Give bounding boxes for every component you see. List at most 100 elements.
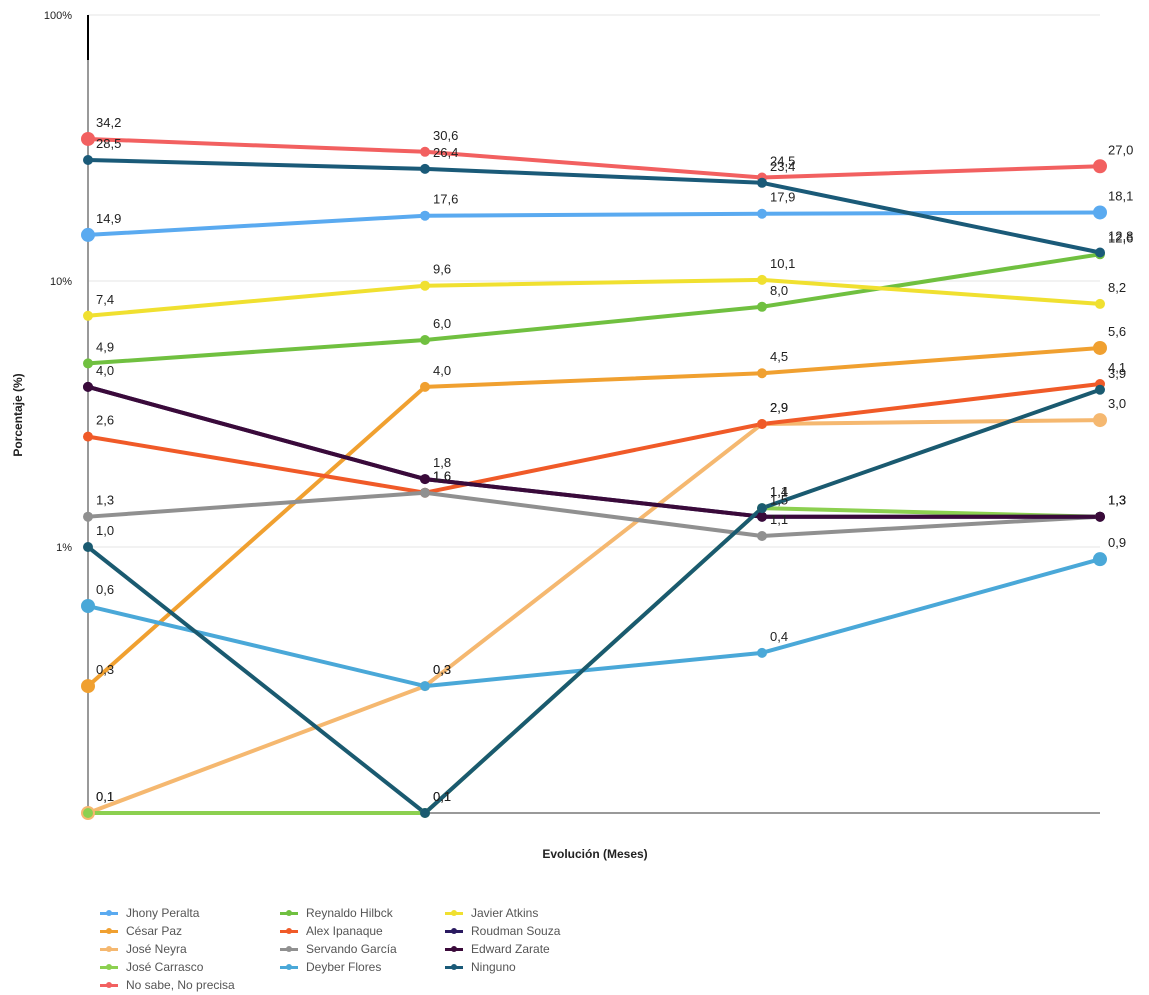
data-point (1095, 247, 1105, 258)
data-label: 0,6 (96, 582, 114, 597)
line-chart: 100% 10% 1% Evolución (Meses) Porcentaje (%)… (11, 10, 1133, 861)
data-label: 0,1 (433, 789, 451, 804)
data-label: 1,1 (770, 484, 788, 499)
data-point (1093, 205, 1107, 220)
y-tick-label: 1% (56, 542, 72, 554)
data-label: 4,0 (96, 363, 114, 378)
legend-label: Edward Zarate (471, 942, 550, 956)
data-point (420, 146, 430, 157)
data-label: 0,3 (433, 662, 451, 677)
data-label: 1,1 (770, 512, 788, 527)
legend-swatch (445, 963, 463, 970)
series-line (87, 557, 1101, 689)
legend-item: José Neyra (100, 940, 235, 958)
data-point (420, 280, 430, 291)
data-point (1093, 340, 1107, 355)
data-point (83, 808, 93, 818)
data-point (81, 131, 95, 146)
data-point (83, 358, 93, 369)
data-point (757, 274, 767, 285)
data-point (420, 487, 430, 498)
data-label: 3,0 (1108, 396, 1126, 411)
series-line (87, 252, 1101, 366)
series-line (87, 210, 1101, 237)
y-axis-title: Porcentaje (%) (11, 373, 25, 456)
data-label: 0,9 (1108, 535, 1126, 550)
series-line (87, 384, 1100, 519)
data-label: 3,9 (1108, 366, 1126, 381)
data-point (420, 335, 430, 346)
data-point (1095, 511, 1105, 522)
legend-label: No sabe, No precisa (126, 978, 235, 992)
data-point (81, 599, 95, 614)
legend-label: Deyber Flores (306, 960, 382, 974)
legend-item: Reynaldo Hilbck (280, 904, 397, 922)
data-label: 2,9 (770, 400, 788, 415)
legend-column-3: Javier Atkins Roudman Souza Edward Zarate N… (445, 904, 560, 976)
data-point (83, 511, 93, 522)
data-point (83, 381, 93, 392)
legend-swatch (100, 945, 118, 952)
legend-label: Ninguno (471, 960, 516, 974)
series-line (87, 418, 1101, 815)
data-point (757, 301, 767, 312)
legend-swatch (100, 981, 118, 988)
data-label: 1,3 (1108, 493, 1126, 508)
legend-item: César Paz (100, 922, 235, 940)
data-point (1095, 384, 1105, 395)
legend-swatch (445, 927, 463, 934)
data-point (757, 647, 767, 658)
data-point (1093, 552, 1107, 567)
data-label: 4,9 (96, 339, 114, 354)
legend-label: José Carrasco (126, 960, 204, 974)
legend-label: Servando García (306, 942, 397, 956)
x-axis-title: Evolución (Meses) (542, 847, 647, 861)
legend-item: Servando García (280, 940, 397, 958)
series-line (87, 136, 1101, 180)
data-point (420, 381, 430, 392)
legend-item: Javier Atkins (445, 904, 560, 922)
legend-item: Deyber Flores (280, 958, 397, 976)
data-label: 12,6 (1108, 230, 1133, 245)
data-label: 1,8 (433, 455, 451, 470)
data-point (81, 227, 95, 242)
legend-item: Edward Zarate (445, 940, 560, 958)
series-line (87, 158, 1101, 255)
data-point (83, 310, 93, 321)
data-label: 7,4 (96, 292, 114, 307)
data-label: 1,5 (770, 493, 788, 508)
legend-label: Alex Ipanaque (306, 924, 383, 938)
data-label: 4,5 (770, 349, 788, 364)
data-label: 1,3 (1108, 493, 1126, 508)
data-label: 8,0 (770, 283, 788, 298)
legend-item: Alex Ipanaque (280, 922, 397, 940)
data-label: 4,1 (1108, 360, 1126, 375)
data-label: 1,6 (433, 469, 451, 484)
legend-swatch (100, 963, 118, 970)
data-label: 1,6 (433, 469, 451, 484)
data-point (1093, 159, 1107, 174)
series-line (87, 382, 1101, 495)
legend-item: Jhony Peralta (100, 904, 235, 922)
data-point (757, 177, 767, 188)
legend-swatch (280, 927, 298, 934)
legend-swatch (280, 945, 298, 952)
legend-swatch (445, 909, 463, 916)
data-label: 0,3 (96, 662, 114, 677)
data-label: 6,0 (433, 316, 451, 331)
data-point (81, 679, 95, 694)
data-label: 0,1 (96, 789, 114, 804)
data-label: 30,6 (433, 128, 458, 143)
data-label: 12,8 (1108, 228, 1133, 243)
legend-label: César Paz (126, 924, 183, 938)
data-point (1095, 298, 1105, 309)
data-label: 1,4 (770, 484, 788, 499)
data-label: 1,3 (1108, 493, 1126, 508)
data-point (420, 681, 430, 692)
legend-label: Javier Atkins (471, 906, 539, 920)
series-line (87, 277, 1101, 318)
data-label: 14,9 (96, 211, 121, 226)
series-line (86, 345, 1101, 688)
legend-label: Roudman Souza (471, 924, 561, 938)
data-point (757, 208, 767, 219)
